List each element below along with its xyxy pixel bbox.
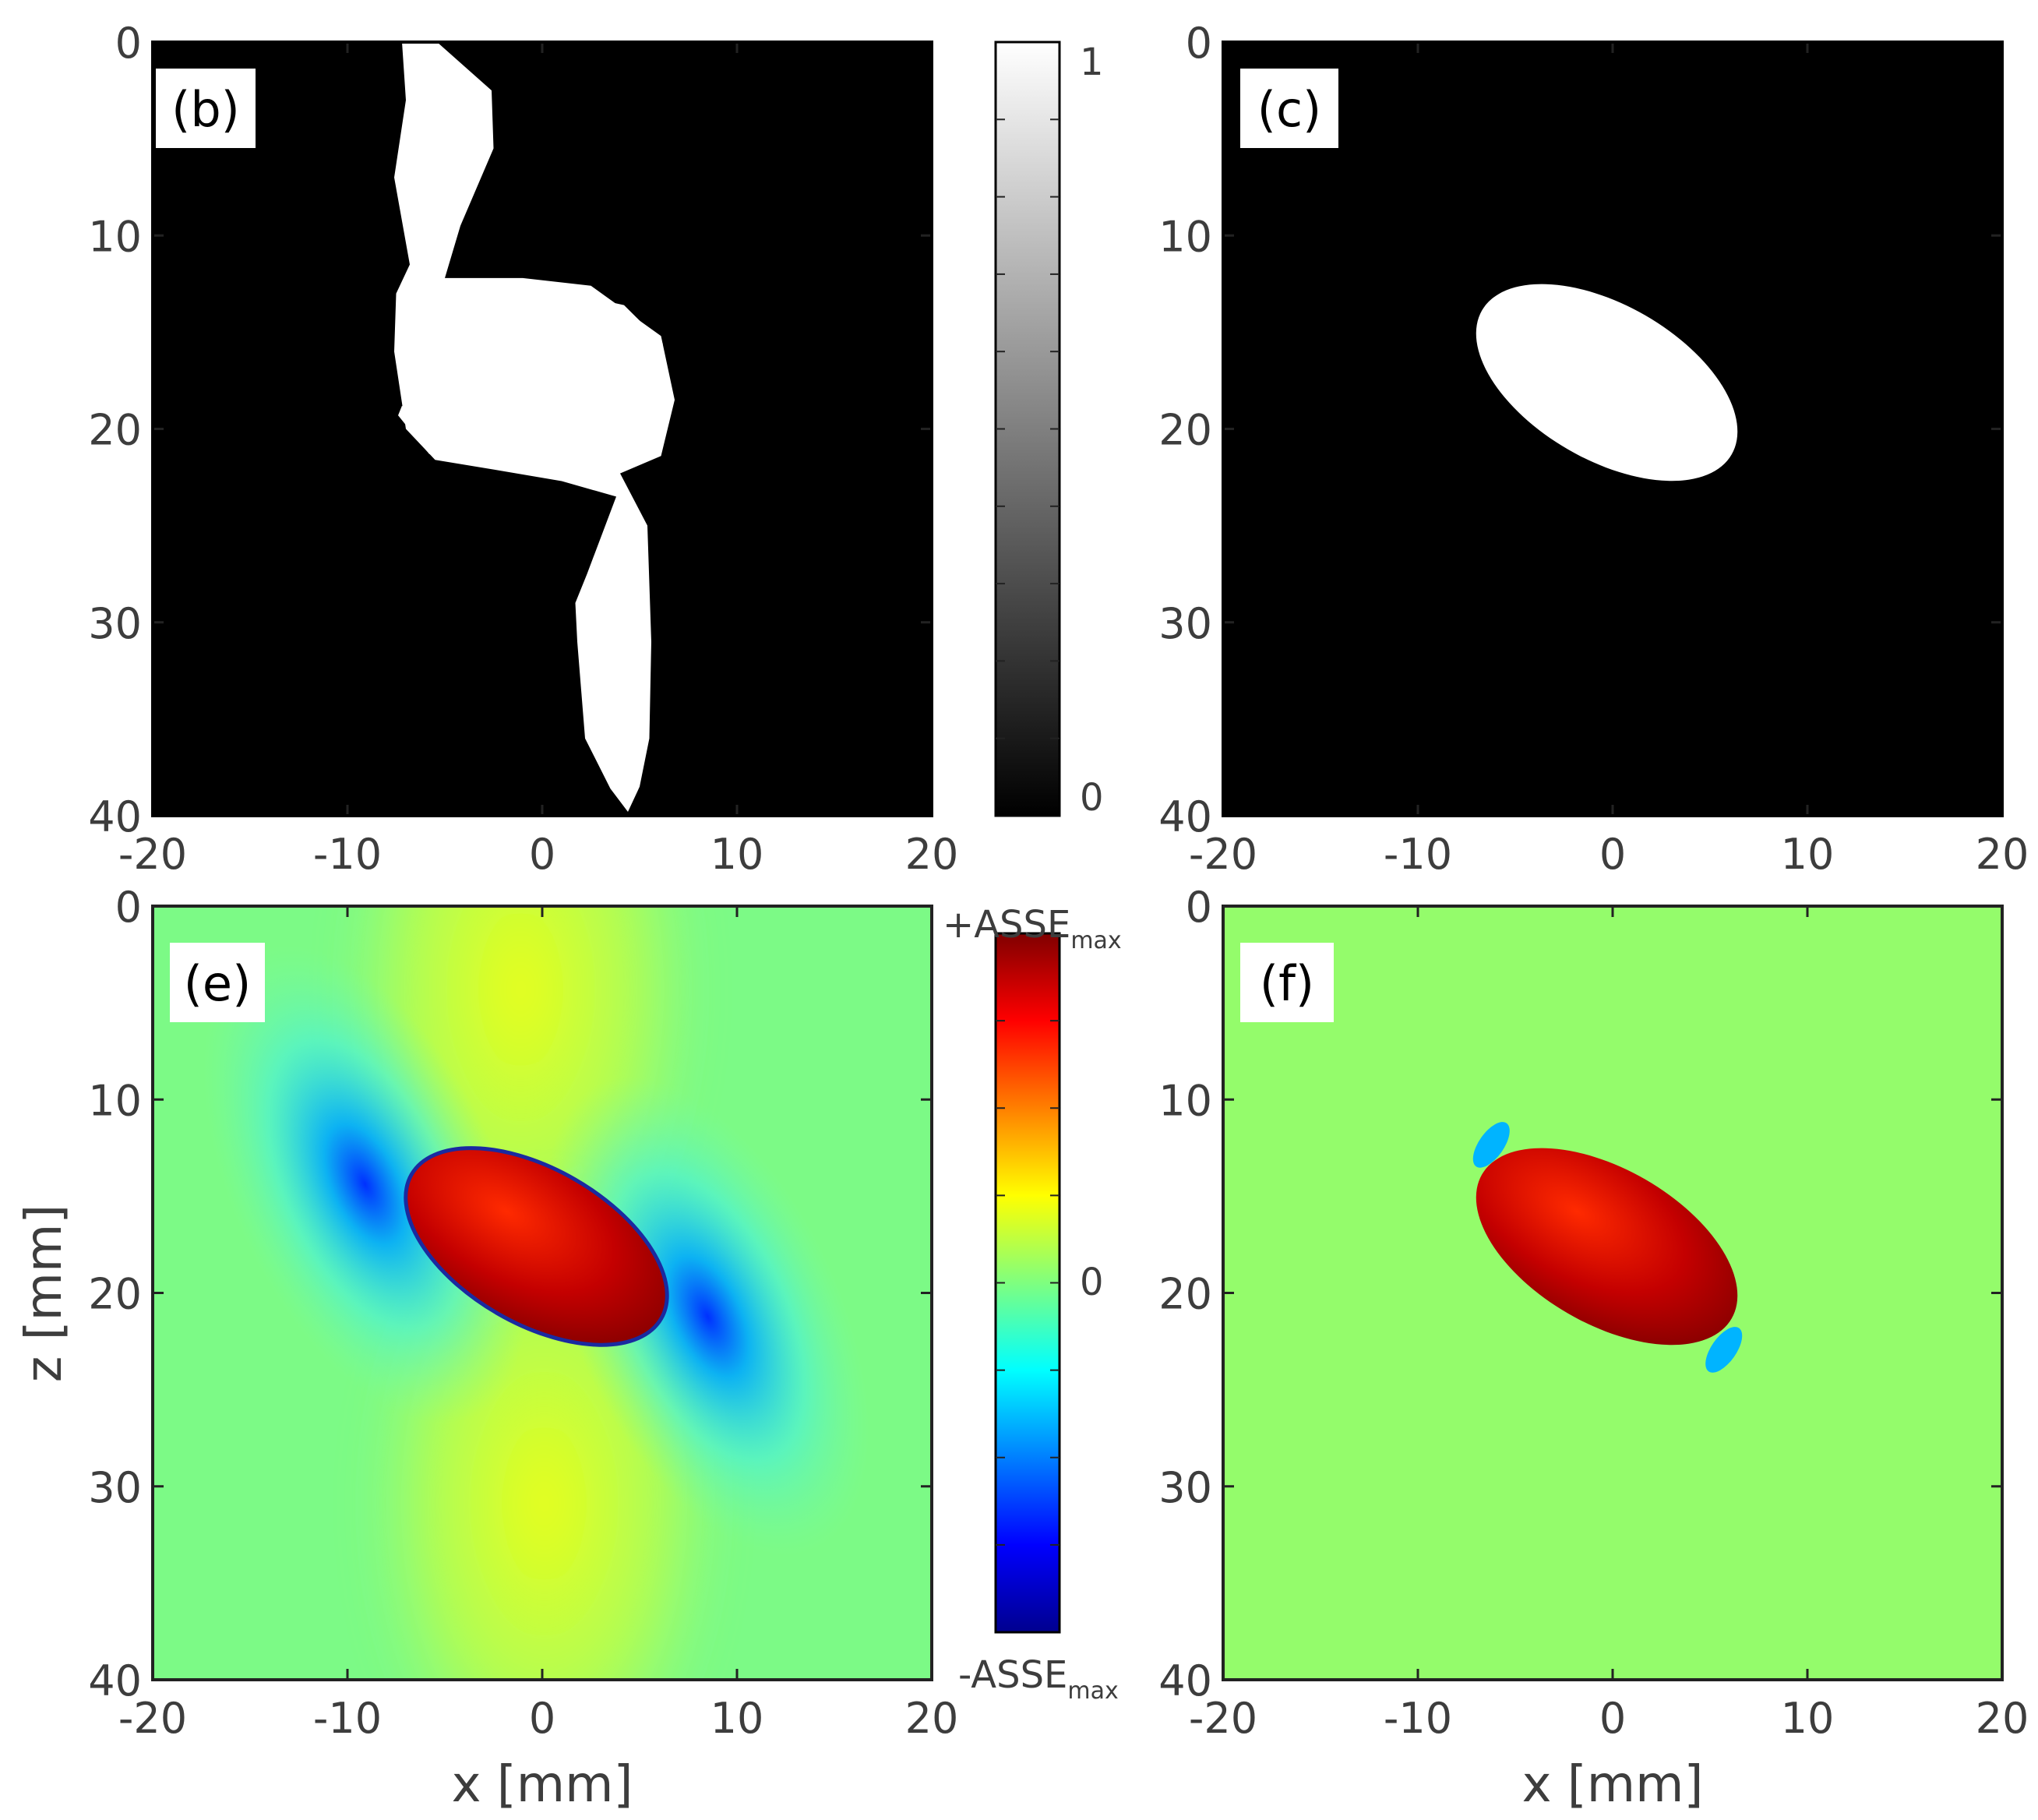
panel-e-xtick-label: -10 (313, 1694, 382, 1743)
panel-e-label: (e) (184, 955, 252, 1012)
panel-e-xtick-label: 20 (905, 1694, 959, 1743)
panel-e-label-box (170, 943, 265, 1022)
colorbar-e: +ASSEmax 0 -ASSEmax (943, 903, 1122, 1705)
panel-f-label-box (1240, 943, 1334, 1022)
panel-b-region (394, 42, 675, 812)
panel-f-xtick-label: -20 (1189, 1694, 1257, 1743)
panel-f-xtick-label: 10 (1781, 1694, 1835, 1743)
panel-c-label-box (1240, 69, 1338, 148)
panel-f-ytick-label: 20 (1158, 1270, 1212, 1319)
panel-b-xtick-label: -10 (313, 830, 382, 879)
panel-b-xtick-label: -20 (118, 830, 187, 879)
panel-f-label: (f) (1260, 955, 1314, 1012)
colorbar-e-label-bottom: -ASSEmax (958, 1653, 1119, 1705)
panel-b-ytick-label: 40 (88, 792, 142, 841)
panel-e-ytick-label: 0 (115, 883, 142, 932)
panel-e-xlabel: x [mm] (452, 1756, 633, 1814)
panel-e-ytick-label: 30 (88, 1463, 142, 1512)
panel-b: -20 -10 0 10 20 0 10 20 30 40 (b) (88, 19, 958, 879)
panel-e-ytick-label: 40 (88, 1656, 142, 1705)
panel-e-ytick-label: 20 (88, 1270, 142, 1319)
panel-e-ytick-label: 10 (88, 1076, 142, 1125)
colorbar-e-label-mid: 0 (1080, 1261, 1104, 1304)
colorbar-b-bar (994, 41, 1061, 817)
panel-b-label: (b) (171, 81, 240, 138)
panel-c-ytick-label: 0 (1186, 19, 1212, 68)
panel-c-xtick-label: -20 (1189, 830, 1257, 879)
panel-b-xtick-label: 10 (710, 830, 764, 879)
panel-c-xtick-label: 20 (1976, 830, 2029, 879)
panel-c: -20 -10 0 10 20 0 10 20 30 40 (c) (1158, 19, 2029, 879)
panel-f: -20 -10 0 10 20 0 10 20 30 40 (f) x [mm] (1158, 883, 2029, 1814)
panel-b-ytick-label: 0 (115, 19, 142, 68)
panel-f-xtick-label: 20 (1976, 1694, 2029, 1743)
panel-f-ytick-label: 0 (1186, 883, 1212, 932)
panel-c-xtick-label: 0 (1599, 830, 1626, 879)
colorbar-b: 1 0 (994, 41, 1104, 820)
panel-e-xtick-label: 10 (710, 1694, 764, 1743)
panel-b-label-box (156, 69, 256, 148)
panel-e: -20 -10 0 10 20 0 10 20 30 40 (e) x [mm] z [mm] (16, 883, 959, 1814)
panel-c-ytick-label: 20 (1158, 406, 1212, 455)
panel-c-label: (c) (1257, 81, 1321, 138)
panel-b-ytick-label: 30 (88, 599, 142, 648)
panel-c-ytick-label: 40 (1158, 792, 1212, 841)
panel-b-ytick-label: 10 (88, 212, 142, 261)
panel-c-ytick-label: 10 (1158, 212, 1212, 261)
panel-e-ylabel: z [mm] (16, 1205, 73, 1383)
colorbar-b-label-0: 0 (1080, 776, 1104, 820)
panel-e-negative-lobe (203, 944, 527, 1424)
panel-b-region (571, 293, 663, 350)
panel-f-inclusion (1476, 1148, 1738, 1346)
panel-c-inclusion (1476, 284, 1738, 481)
panel-e-negative-lobe (545, 1077, 870, 1557)
panel-b-ytick-label: 20 (88, 406, 142, 455)
panel-e-xtick-label: 0 (529, 1694, 555, 1743)
colorbar-b-label-1: 1 (1080, 41, 1104, 84)
panel-f-ytick-label: 30 (1158, 1463, 1212, 1512)
colorbar-e-label-top: +ASSEmax (943, 903, 1122, 954)
panel-b-region (398, 405, 464, 457)
panel-f-ytick-label: 10 (1158, 1076, 1212, 1125)
panel-c-xtick-label: 10 (1781, 830, 1835, 879)
panel-f-xtick-label: -10 (1384, 1694, 1452, 1743)
panel-c-xtick-label: -10 (1384, 830, 1452, 879)
colorbar-e-bar (994, 932, 1061, 1634)
panel-b-xtick-label: 20 (905, 830, 959, 879)
panel-f-xtick-label: 0 (1599, 1694, 1626, 1743)
panel-f-edge-artifact (1705, 1327, 1743, 1373)
panel-e-inclusion (404, 1146, 669, 1347)
panel-e-xtick-label: -20 (118, 1694, 187, 1743)
panel-f-edge-artifact (1472, 1122, 1510, 1168)
panel-f-ytick-label: 40 (1158, 1656, 1212, 1705)
panel-f-xlabel: x [mm] (1522, 1756, 1704, 1814)
panel-c-ytick-label: 30 (1158, 599, 1212, 648)
panel-b-xtick-label: 0 (529, 830, 555, 879)
